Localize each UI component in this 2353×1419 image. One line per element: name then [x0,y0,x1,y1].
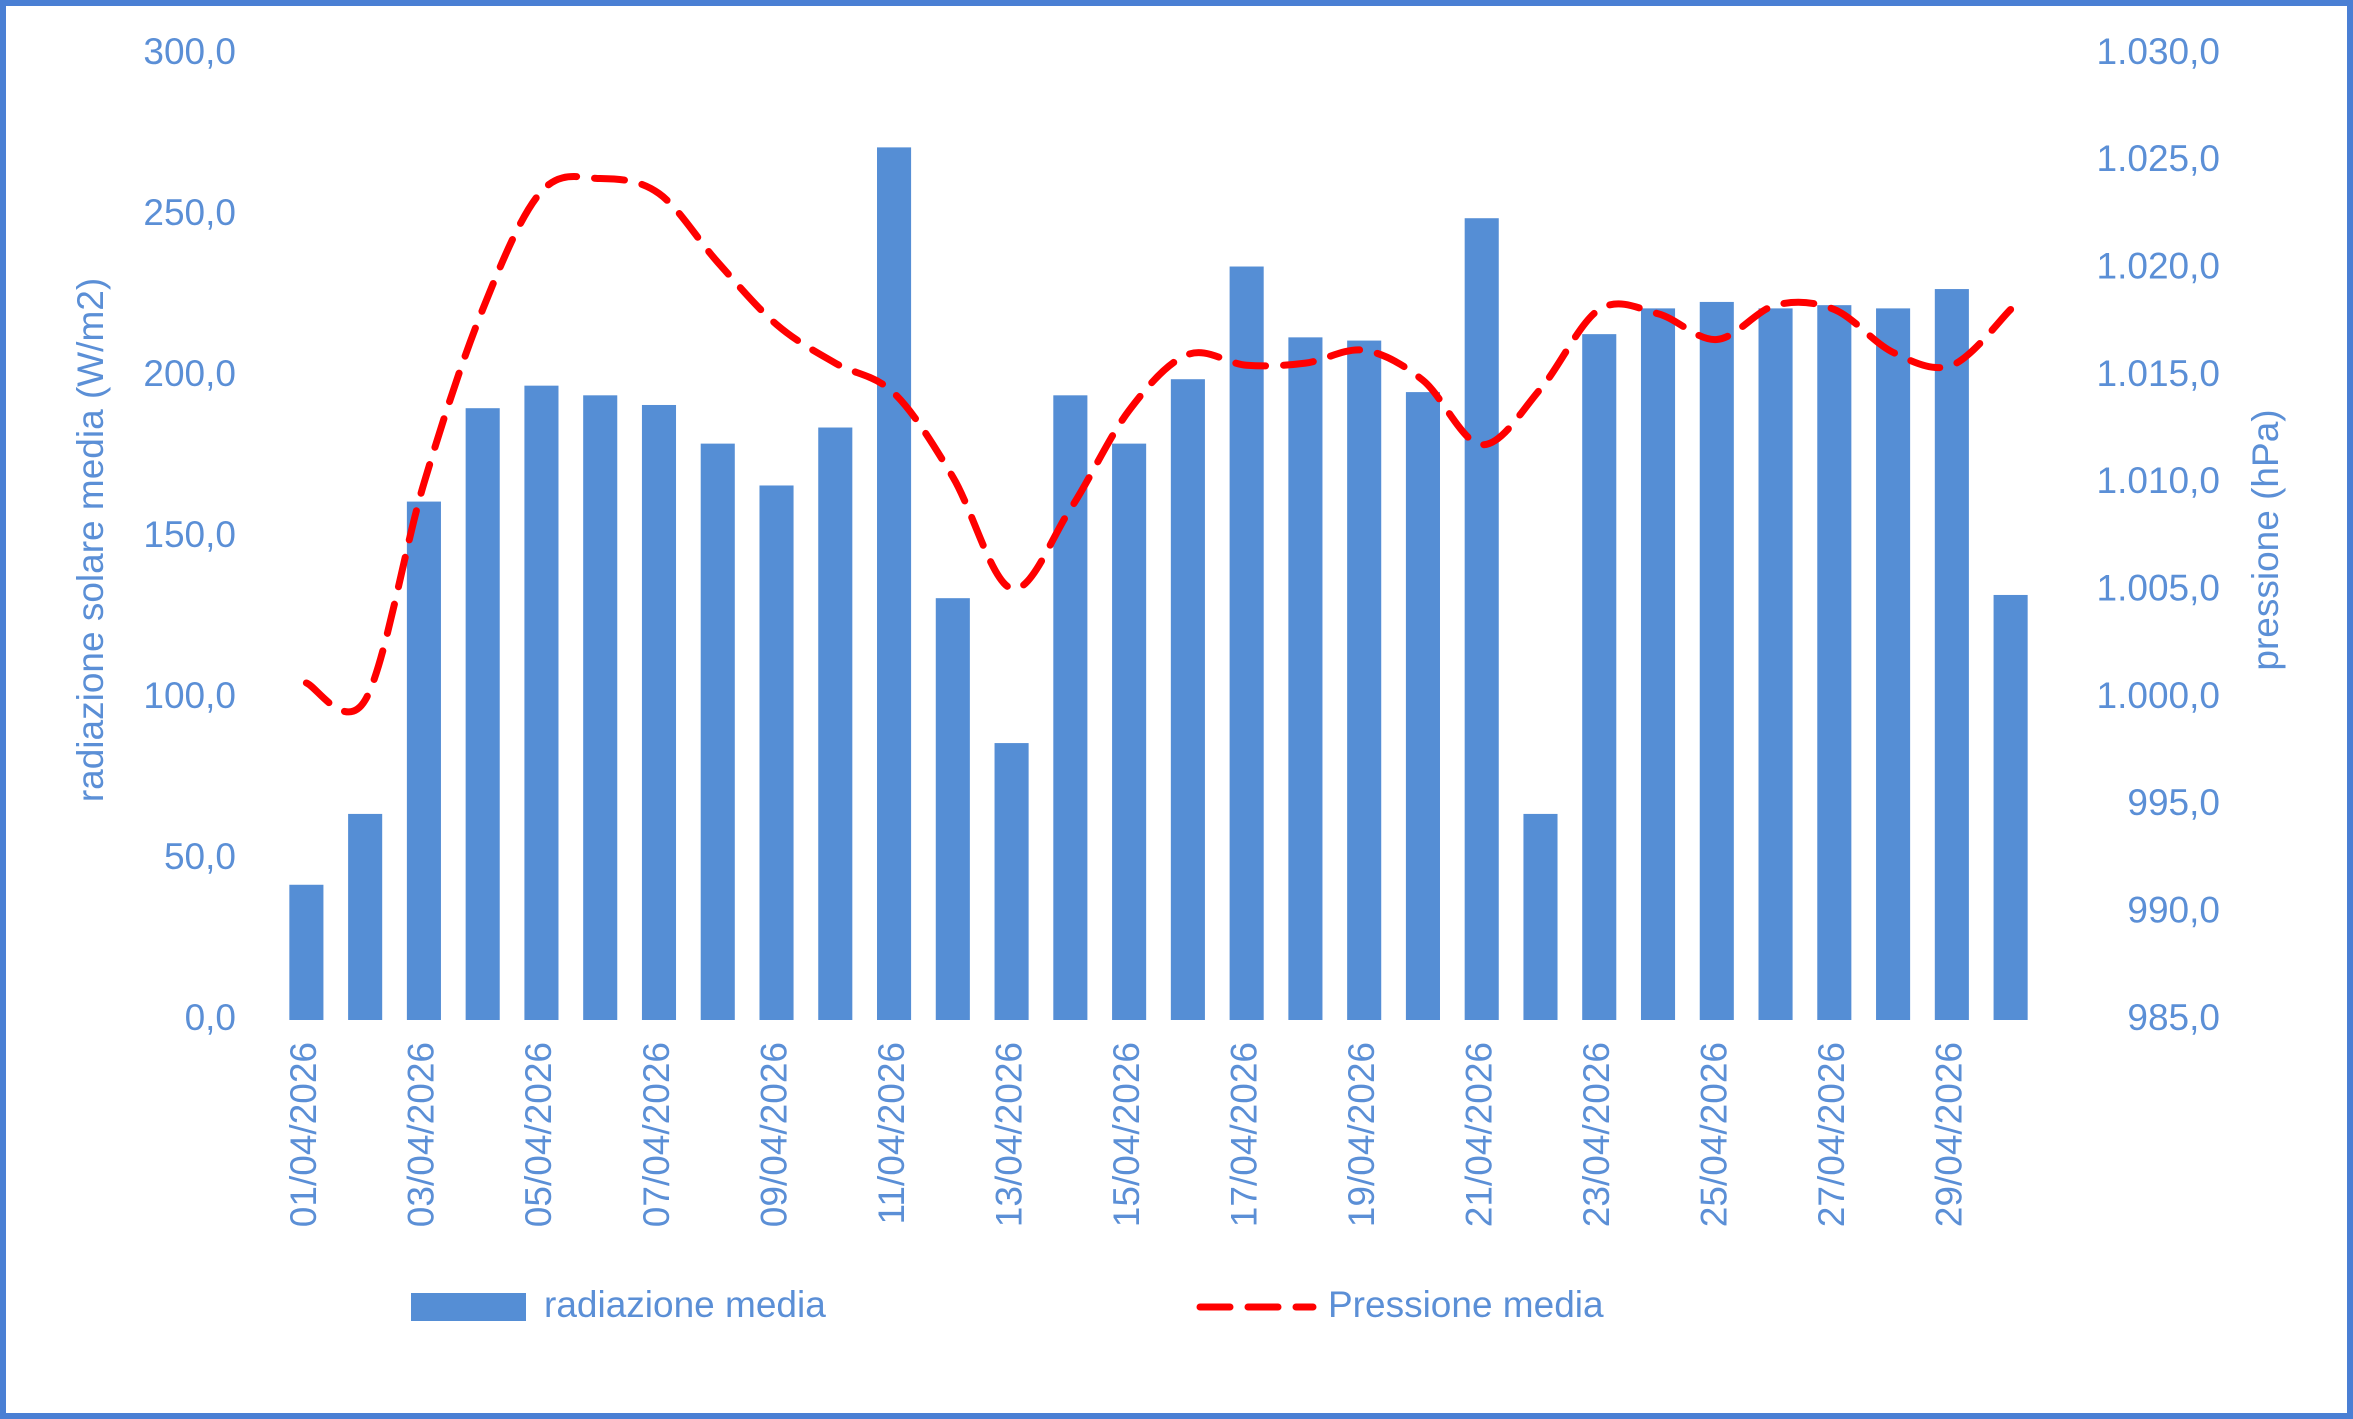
bar [877,147,912,1020]
bar [1640,308,1676,1020]
y2-tick-label: 1.020,0 [2097,245,2220,286]
legend-swatch [411,1293,526,1321]
bar [700,443,735,1020]
x-tick-label: 17/04/2026 [1223,1042,1264,1227]
bar [1053,395,1088,1020]
x-tick-label: 01/04/2026 [283,1042,324,1227]
y-tick-label: 50,0 [164,836,236,877]
x-tick-label: 07/04/2026 [636,1042,677,1227]
line [302,173,2015,716]
y2-tick-label: 1.015,0 [2097,353,2220,394]
x-tick-label: 19/04/2026 [1341,1042,1382,1227]
y2-axis-title: pressione (hPa) [2245,409,2286,670]
x-tick-label: 25/04/2026 [1694,1042,1735,1227]
bar [1464,218,1499,1021]
bar [1758,308,1793,1020]
bar [1405,392,1440,1021]
bar [1699,301,1734,1020]
bar [1523,813,1558,1020]
bar [1229,266,1264,1020]
y2-tick-label: 1.005,0 [2097,567,2220,608]
bar [1934,289,1969,1020]
y-tick-label: 150,0 [143,514,236,555]
bar [1876,308,1911,1020]
x-tick-label: 05/04/2026 [518,1042,559,1227]
x-tick-label: 27/04/2026 [1811,1042,1852,1227]
bar [818,427,853,1020]
bar [1347,340,1382,1021]
y-axis-title: radiazione solare media (W/m2) [70,278,111,802]
bar [1582,334,1617,1020]
x-tick-label: 23/04/2026 [1576,1042,1617,1227]
y2-tick-label: 1.030,0 [2097,31,2220,72]
x-tick-label: 15/04/2026 [1106,1042,1147,1227]
x-tick-label: 13/04/2026 [988,1042,1029,1227]
y-tick-label: 0,0 [185,997,236,1038]
bar [1817,305,1852,1020]
x-tick-label: 09/04/2026 [753,1042,794,1227]
y2-tick-label: 1.025,0 [2097,138,2220,179]
y2-tick-label: 1.000,0 [2097,675,2220,716]
x-tick-label: 29/04/2026 [1929,1042,1970,1227]
x-tick-label: 11/04/2026 [871,1042,912,1224]
bar [1170,379,1205,1021]
x-tick-label: 21/04/2026 [1458,1042,1499,1227]
bar [465,408,500,1020]
y-tick-label: 300,0 [143,31,236,72]
bar [348,813,383,1020]
legend-label: radiazione media [544,1284,826,1325]
bar [289,884,324,1020]
bar [994,743,1029,1020]
y2-tick-label: 990,0 [2127,889,2220,930]
bar [1112,443,1147,1020]
bar [524,385,559,1020]
y-tick-label: 250,0 [143,192,236,233]
legend-label: Pressione media [1328,1284,1604,1325]
x-tick-label: 03/04/2026 [401,1042,442,1227]
bar [1288,337,1323,1020]
y-tick-label: 200,0 [143,353,236,394]
y2-tick-label: 995,0 [2127,782,2220,823]
y2-tick-label: 1.010,0 [2097,460,2220,501]
bar [641,404,677,1021]
y2-tick-label: 985,0 [2127,997,2220,1038]
y-tick-label: 100,0 [143,675,236,716]
bar [935,598,970,1020]
bar [583,395,618,1020]
bar [1993,594,2028,1020]
bar [759,485,794,1021]
bar [406,501,441,1021]
